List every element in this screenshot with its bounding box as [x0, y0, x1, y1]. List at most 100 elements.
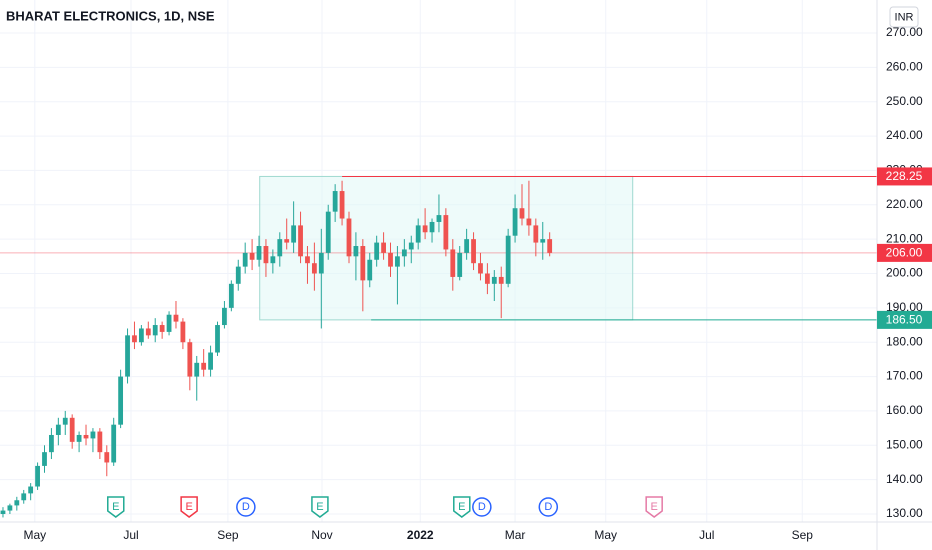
y-tick-label: 220.00	[886, 197, 923, 211]
event-label: E	[316, 501, 323, 513]
earnings-marker	[180, 496, 198, 518]
x-tick-label: May	[594, 528, 617, 542]
candle-body	[346, 218, 352, 257]
candle-body	[491, 276, 497, 284]
earnings-marker	[453, 496, 471, 518]
candle-body	[408, 242, 414, 250]
candle-body	[228, 283, 234, 308]
candle-body	[0, 510, 6, 514]
earnings-marker	[311, 496, 329, 518]
candle-body	[256, 246, 262, 260]
price-label-box	[877, 243, 932, 262]
earnings-marker	[645, 496, 663, 518]
chart-title: BHARAT ELECTRONICS, 1D, NSE	[6, 8, 215, 23]
candle-body	[152, 325, 158, 336]
candle-body	[249, 252, 255, 260]
event-label: E	[112, 501, 119, 513]
candle-body	[263, 246, 269, 264]
y-tick-label: 170.00	[886, 369, 923, 383]
candle-body	[505, 235, 511, 284]
candle-body	[138, 328, 144, 343]
y-tick-label: 140.00	[886, 472, 923, 486]
y-tick-label: 190.00	[886, 300, 923, 314]
x-tick-label: 2022	[407, 528, 434, 542]
candle-body	[90, 431, 96, 439]
y-tick-label: 160.00	[886, 403, 923, 417]
x-tick-label: May	[23, 528, 46, 542]
candle-body	[484, 273, 490, 284]
candle-body	[222, 307, 227, 326]
y-tick-label: 270.00	[886, 25, 923, 39]
candle-body	[388, 252, 393, 267]
candle-body	[208, 352, 213, 370]
y-tick-label: 200.00	[886, 266, 923, 280]
candle-body	[125, 335, 130, 377]
currency-box[interactable]	[889, 6, 919, 28]
event-label: E	[650, 501, 657, 513]
candle-body	[443, 215, 449, 250]
x-tick-label: Mar	[505, 528, 526, 542]
event-label: E	[185, 501, 192, 513]
earnings-marker	[107, 496, 125, 518]
y-tick-label: 130.00	[886, 506, 923, 520]
candle-body	[471, 239, 476, 264]
candle-body	[201, 362, 207, 370]
candle-body	[28, 486, 34, 494]
price-label-box	[877, 167, 932, 186]
dividend-marker	[472, 497, 492, 517]
candle-body	[374, 242, 380, 260]
candle-body	[291, 225, 297, 243]
candle-body	[104, 452, 110, 463]
x-tick-label: Nov	[311, 528, 332, 542]
candle-body	[367, 259, 373, 281]
candle-body	[49, 434, 54, 453]
candle-body	[498, 276, 504, 284]
candle-body	[173, 314, 179, 322]
candle-body	[97, 431, 103, 453]
candle-body	[381, 242, 386, 253]
candle-body	[14, 500, 20, 506]
candle-body	[118, 376, 124, 425]
y-tick-label: 180.00	[886, 334, 923, 348]
currency: INR	[895, 11, 914, 23]
axes: 130.00 140.00 150.00 160.00 170.00 180.00 190.…	[23, 25, 932, 542]
candle-body	[83, 434, 89, 439]
dividend-marker	[538, 497, 559, 517]
x-tick-label: Sep	[217, 528, 239, 542]
candle-body	[305, 256, 310, 264]
candle-body	[401, 249, 407, 257]
y-tick-label: 260.00	[886, 60, 923, 74]
candle-body	[478, 263, 483, 274]
candle-body	[145, 328, 151, 336]
candle-body	[235, 266, 241, 284]
candle-body	[429, 221, 435, 233]
candle-body	[311, 263, 317, 274]
candle-body	[332, 191, 338, 212]
candle-body	[422, 225, 428, 233]
candle-body	[215, 325, 220, 353]
candle-body	[111, 424, 117, 463]
candle-body	[512, 208, 518, 236]
candle-body	[395, 256, 400, 267]
candle-body	[436, 215, 442, 222]
candle-body	[325, 211, 331, 253]
event-label: D	[478, 501, 486, 513]
y-tick-label: 210.00	[886, 231, 923, 245]
x-tick-label: Sep	[792, 528, 814, 542]
candle-body	[242, 252, 248, 267]
candle-body	[69, 417, 75, 442]
dividend-marker	[236, 497, 256, 517]
candle-body	[298, 225, 303, 257]
candle-body	[187, 342, 193, 377]
candle-body	[194, 362, 200, 377]
candle-body	[533, 225, 539, 243]
price-label: 228.25	[886, 169, 923, 183]
candle-body	[450, 249, 456, 277]
candle-body	[284, 239, 290, 243]
candle-body	[21, 493, 27, 501]
candle-body	[519, 208, 525, 219]
candle-body	[277, 239, 283, 257]
y-tick-label: 150.00	[886, 437, 923, 451]
candle-body	[526, 218, 532, 226]
